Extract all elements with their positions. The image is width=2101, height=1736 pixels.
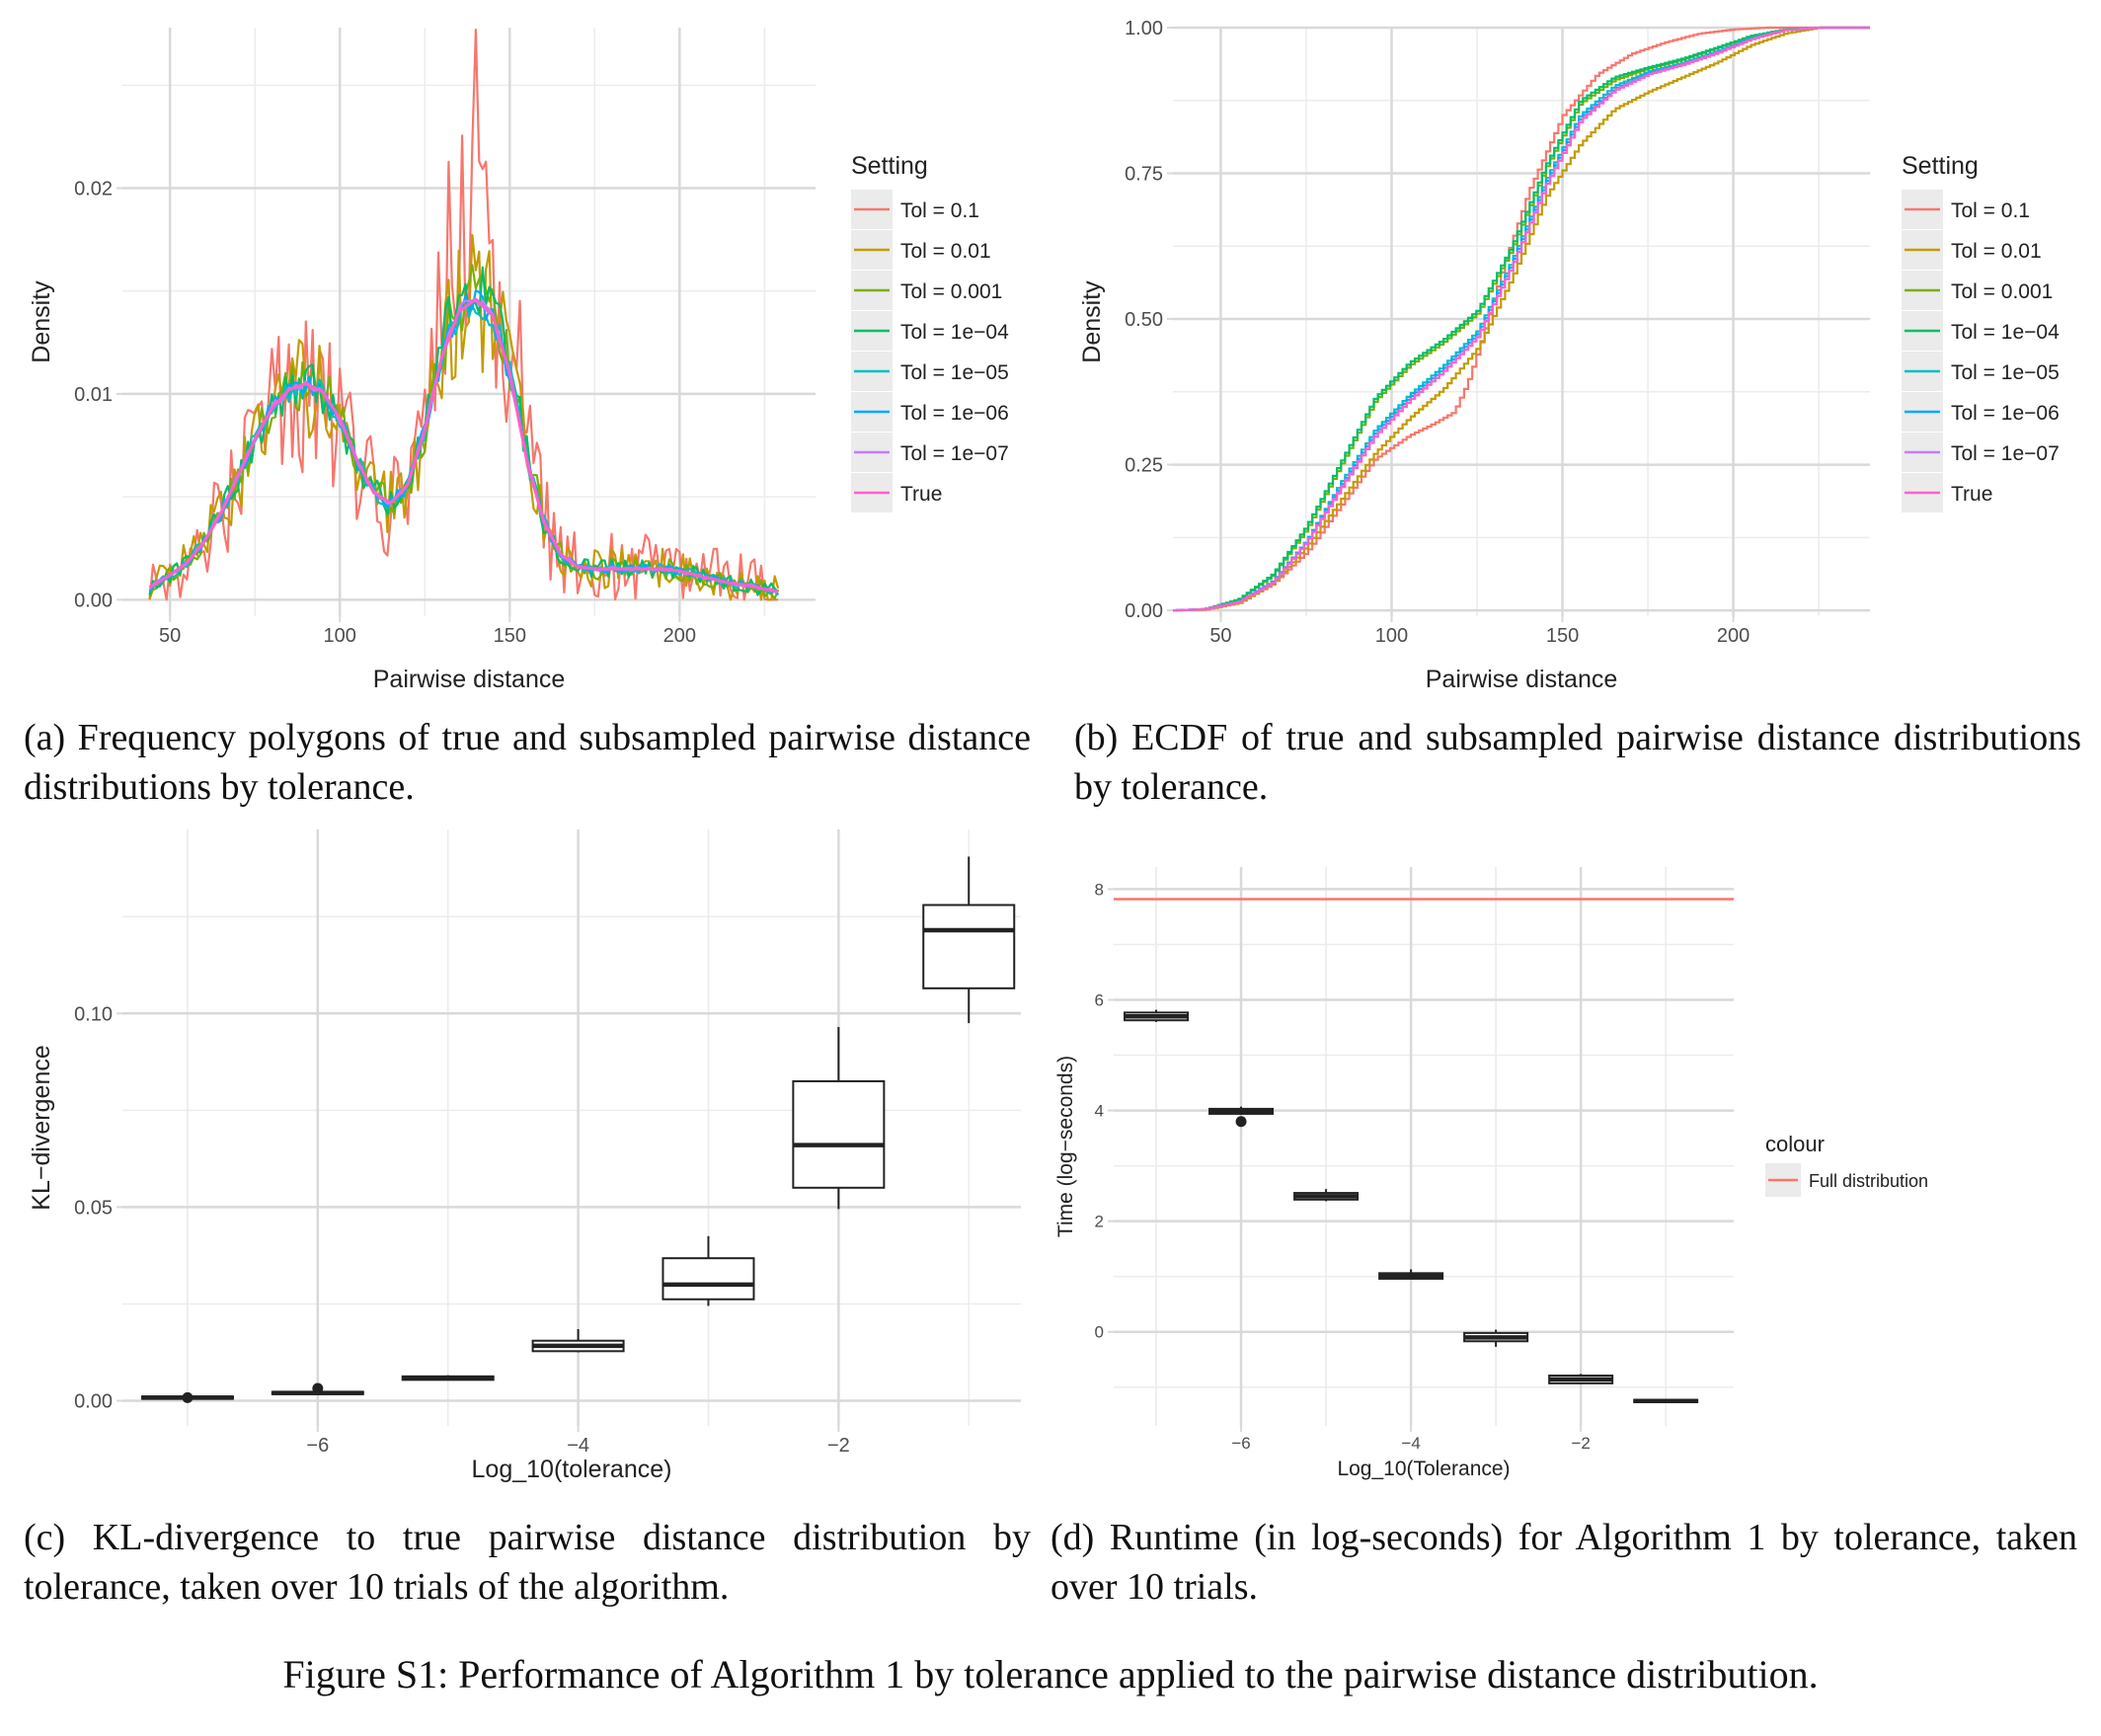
legend-title: colour [1765, 1132, 1825, 1156]
y-tick-label: 4 [1095, 1102, 1104, 1121]
legend: colour Full distribution [1765, 1132, 1928, 1197]
legend-label: Tol = 1e−05 [1951, 361, 2060, 384]
plot-panel [122, 829, 1021, 1426]
x-tick-label: 200 [1717, 625, 1750, 647]
legend-label: Full distribution [1809, 1171, 1928, 1191]
legend-label: Tol = 0.1 [1951, 199, 2030, 222]
plot-panel [1173, 28, 1870, 616]
y-tick-label: 0.05 [74, 1197, 113, 1219]
x-tick-label: 150 [1546, 625, 1579, 647]
chart-a: 50 100 150 200 0.00 0.01 0.02 Pairwise distance… [28, 28, 1009, 693]
boxplot [792, 1027, 886, 1210]
boxplot [1548, 1374, 1614, 1384]
legend-label: Tol = 0.001 [1951, 280, 2053, 303]
legend: Setting Tol = 0.1 Tol = 0.01 Tol = 0.001 Tol… [1902, 152, 2060, 513]
y-tick-label: 6 [1095, 990, 1104, 1009]
boxplot [531, 1328, 625, 1353]
legend: Setting Tol = 0.1 Tol = 0.01 Tol = 0.001 Tol… [851, 152, 1009, 513]
box-iqr [922, 904, 1016, 989]
x-axis-title: Log_10(tolerance) [472, 1456, 672, 1483]
x-tick-label: −6 [1231, 1434, 1250, 1453]
y-tick-label: 0.00 [74, 590, 113, 611]
x-tick-label: −2 [827, 1435, 850, 1457]
x-tick-label: 150 [494, 625, 526, 647]
boxplot [1124, 1009, 1190, 1022]
y-axis-title: Density [1078, 280, 1106, 363]
y-axis-title: Time (log−seconds) [1054, 1056, 1077, 1237]
legend-label: Tol = 1e−06 [900, 402, 1009, 425]
figure-caption: Figure S1: Performance of Algorithm 1 by… [282, 1652, 1819, 1697]
chart-d: −6 −4 −2 0 2 4 6 8 Log_10(Tolerance) Time (log−se… [1054, 867, 1928, 1480]
legend-label: True [1951, 483, 1992, 506]
boxplot [1293, 1189, 1360, 1202]
x-axis-title: Log_10(Tolerance) [1337, 1458, 1510, 1480]
y-tick-label: 8 [1095, 880, 1104, 899]
y-tick-label: 0.00 [1125, 600, 1163, 622]
legend-label: Tol = 1e−05 [900, 361, 1009, 384]
boxplot [661, 1235, 755, 1306]
legend-label: True [900, 483, 942, 506]
boxplot [1208, 1106, 1275, 1128]
boxplot [140, 1391, 234, 1403]
chart-c: −6 −4 −2 0.00 0.05 0.10 Log_10(tolerance) KL−di… [28, 829, 1021, 1483]
legend-label: Tol = 0.1 [900, 199, 979, 222]
boxplot [1378, 1269, 1444, 1280]
y-tick-label: 0.01 [74, 384, 113, 406]
boxplot [271, 1382, 364, 1395]
outlier-point [312, 1382, 324, 1394]
y-axis-title: KL−divergence [28, 1045, 55, 1210]
legend-label: Tol = 1e−06 [1951, 402, 2060, 425]
x-axis-title: Pairwise distance [373, 666, 566, 693]
box-iqr [661, 1257, 755, 1301]
y-tick-label: 0.25 [1125, 455, 1163, 477]
y-tick-label: 0 [1095, 1323, 1104, 1342]
boxplot [922, 856, 1016, 1024]
y-tick-label: 0.10 [74, 1003, 113, 1025]
plot-panel [1114, 867, 1734, 1426]
outlier-point [182, 1391, 194, 1403]
caption-c: (c) KL-divergence to true pairwise dista… [24, 1517, 1031, 1608]
boxplot [1463, 1329, 1529, 1347]
legend-label: Tol = 0.01 [900, 240, 991, 263]
series-line [148, 297, 779, 593]
outlier-point [1235, 1116, 1247, 1128]
chart-b: 50 100 150 200 0.00 0.25 0.50 0.75 1.00 Pairwise … [1078, 18, 2060, 693]
legend-title: Setting [851, 152, 928, 180]
legend-title: Setting [1902, 152, 1979, 180]
legend-label: Tol = 1e−04 [900, 321, 1009, 344]
y-tick-label: 0.00 [74, 1391, 113, 1413]
box-iqr [792, 1079, 886, 1189]
x-tick-label: −6 [306, 1435, 329, 1457]
legend-label: Tol = 0.001 [900, 280, 1002, 303]
legend-label: Tol = 1e−07 [1951, 442, 2060, 465]
legend-label: Tol = 1e−07 [900, 442, 1009, 465]
legend-label: Tol = 1e−04 [1951, 321, 2060, 344]
boxplot [1633, 1398, 1699, 1404]
caption-a: (a) Frequency polygons of true and subsa… [24, 717, 1031, 808]
x-tick-label: 100 [324, 625, 356, 647]
y-tick-label: 0.02 [74, 179, 113, 200]
ecdf-step-line [1173, 26, 1870, 612]
caption-d: (d) Runtime (in log-seconds) for Algorit… [1050, 1517, 2077, 1608]
y-axis-title: Density [28, 280, 55, 363]
ecdf-step-line [1173, 26, 1870, 612]
y-tick-label: 1.00 [1125, 18, 1163, 39]
x-tick-label: −4 [1401, 1434, 1420, 1453]
boxplot [401, 1375, 495, 1381]
y-tick-label: 2 [1095, 1213, 1104, 1231]
x-axis-title: Pairwise distance [1426, 666, 1618, 693]
y-tick-label: 0.50 [1125, 309, 1163, 331]
legend-label: Tol = 0.01 [1951, 240, 2042, 263]
x-tick-label: 200 [663, 625, 696, 647]
x-tick-label: 50 [159, 625, 181, 647]
x-tick-label: 100 [1375, 625, 1408, 647]
x-tick-label: 50 [1209, 625, 1231, 647]
caption-b: (b) ECDF of true and subsampled pairwise… [1074, 717, 2081, 808]
x-tick-label: −4 [567, 1435, 589, 1457]
x-tick-label: −2 [1571, 1434, 1590, 1453]
y-tick-label: 0.75 [1125, 164, 1163, 186]
